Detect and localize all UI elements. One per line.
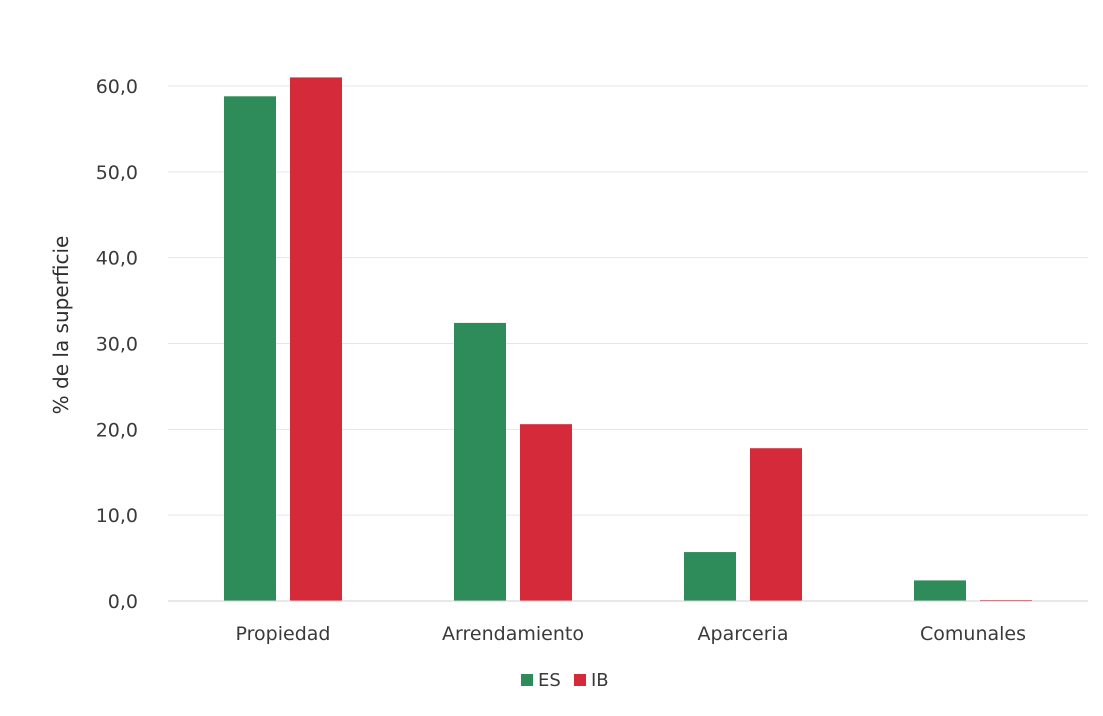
x-category-label: Arrendamiento bbox=[442, 623, 584, 645]
bar-ib-propiedad bbox=[290, 77, 342, 601]
legend-swatch-es bbox=[521, 674, 533, 686]
y-tick-label: 40,0 bbox=[96, 248, 138, 270]
bar-ib-aparceria bbox=[750, 448, 802, 601]
x-category-label: Aparceria bbox=[698, 623, 789, 645]
y-tick-label: 60,0 bbox=[96, 76, 138, 98]
x-axis-categories: Propiedad Arrendamiento Aparceria Comunales bbox=[236, 623, 1026, 645]
y-axis-ticks: 0,0 10,0 20,0 30,0 40,0 50,0 60,0 bbox=[96, 76, 138, 613]
legend-label-ib: IB bbox=[591, 670, 609, 691]
y-tick-label: 50,0 bbox=[96, 162, 138, 184]
bar-es-arrendamiento bbox=[454, 322, 506, 601]
legend-label-es: ES bbox=[538, 670, 561, 691]
bar-es-propiedad bbox=[224, 96, 276, 602]
bar-es-aparceria bbox=[684, 552, 736, 601]
bar-es-comunales bbox=[914, 580, 966, 601]
legend: ES IB bbox=[521, 670, 609, 691]
y-tick-label: 20,0 bbox=[96, 419, 138, 441]
y-axis-title: % de la superficie bbox=[49, 236, 73, 415]
y-tick-label: 10,0 bbox=[96, 505, 138, 527]
bar-ib-arrendamiento bbox=[520, 424, 572, 601]
x-category-label: Propiedad bbox=[236, 623, 331, 645]
y-tick-label: 30,0 bbox=[96, 334, 138, 356]
legend-swatch-ib bbox=[574, 674, 586, 686]
y-tick-label: 0,0 bbox=[108, 591, 138, 613]
x-category-label: Comunales bbox=[920, 623, 1026, 645]
bars bbox=[224, 77, 1032, 602]
